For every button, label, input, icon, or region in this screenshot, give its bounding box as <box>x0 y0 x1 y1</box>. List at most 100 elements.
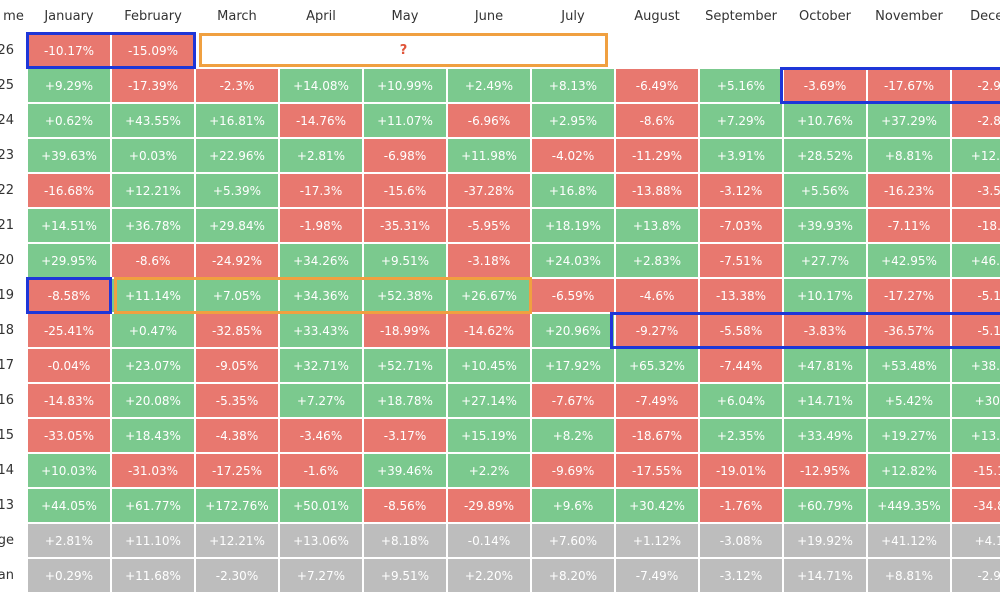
summary-cell: +7.27% <box>279 558 363 593</box>
summary-cell: +2.81% <box>27 523 111 558</box>
return-cell: +15.19% <box>447 418 531 453</box>
column-header: September <box>705 8 777 24</box>
return-cell: -37.28% <box>447 173 531 208</box>
return-cell: +3.91% <box>699 138 783 173</box>
return-cell: -3.17% <box>363 418 447 453</box>
return-cell: -5.15 <box>951 313 1000 348</box>
return-cell: -16.23% <box>867 173 951 208</box>
return-cell: +18.19% <box>531 208 615 243</box>
return-cell: -13.38% <box>699 278 783 313</box>
return-cell: +33.43% <box>279 313 363 348</box>
return-cell: -2.85 <box>951 103 1000 138</box>
row-label: 20 <box>0 253 14 268</box>
return-cell: +2.83% <box>615 243 699 278</box>
return-cell: +0.62% <box>27 103 111 138</box>
return-cell: -35.31% <box>363 208 447 243</box>
return-cell: -16.68% <box>27 173 111 208</box>
return-cell: -4.02% <box>531 138 615 173</box>
return-cell: -7.67% <box>531 383 615 418</box>
return-cell: +36.78% <box>111 208 195 243</box>
summary-cell: +8.18% <box>363 523 447 558</box>
return-cell: +2.95% <box>531 103 615 138</box>
row-label: dian <box>0 568 14 583</box>
return-cell: +29.95% <box>27 243 111 278</box>
return-cell: -5.95% <box>447 208 531 243</box>
return-cell: +52.38% <box>363 278 447 313</box>
row-label: rage <box>0 533 14 548</box>
row-label: 22 <box>0 183 14 198</box>
return-cell: +28.52% <box>783 138 867 173</box>
return-cell: +7.05% <box>195 278 279 313</box>
summary-cell: +9.51% <box>363 558 447 593</box>
return-cell: -9.05% <box>195 348 279 383</box>
return-cell: -33.05% <box>27 418 111 453</box>
summary-cell: -0.14% <box>447 523 531 558</box>
column-header: November <box>875 8 943 24</box>
return-cell: -3.46% <box>279 418 363 453</box>
return-cell: +0.03% <box>111 138 195 173</box>
return-cell: +7.29% <box>699 103 783 138</box>
return-cell: +29.84% <box>195 208 279 243</box>
return-cell: +12.82% <box>867 453 951 488</box>
summary-cell: +11.10% <box>111 523 195 558</box>
return-cell: +26.67% <box>447 278 531 313</box>
summary-cell: +4.16 <box>951 523 1000 558</box>
return-cell: +172.76% <box>195 488 279 523</box>
return-cell: -8.6% <box>615 103 699 138</box>
return-cell: +13.83 <box>951 418 1000 453</box>
summary-cell: +11.68% <box>111 558 195 593</box>
return-cell: +20.08% <box>111 383 195 418</box>
return-cell: +42.95% <box>867 243 951 278</box>
return-cell: +44.05% <box>27 488 111 523</box>
return-cell: +2.35% <box>699 418 783 453</box>
return-cell: +12.21% <box>111 173 195 208</box>
return-cell: -4.6% <box>615 278 699 313</box>
return-cell: -7.11% <box>867 208 951 243</box>
return-cell: -7.49% <box>615 383 699 418</box>
return-cell: -7.03% <box>699 208 783 243</box>
return-cell: +10.76% <box>783 103 867 138</box>
summary-cell: +8.20% <box>531 558 615 593</box>
return-cell: +50.01% <box>279 488 363 523</box>
return-cell: +7.27% <box>279 383 363 418</box>
return-cell: +6.04% <box>699 383 783 418</box>
row-label: 13 <box>0 498 14 513</box>
return-cell: -5.58% <box>699 313 783 348</box>
return-cell: +24.03% <box>531 243 615 278</box>
row-label: 26 <box>0 43 14 58</box>
column-header: me <box>3 8 24 24</box>
return-cell: +9.29% <box>27 68 111 103</box>
return-cell: -17.55% <box>615 453 699 488</box>
return-cell: -0.04% <box>27 348 111 383</box>
return-cell: +14.71% <box>783 383 867 418</box>
return-cell: +13.8% <box>615 208 699 243</box>
return-cell: +52.71% <box>363 348 447 383</box>
return-cell: +19.27% <box>867 418 951 453</box>
return-cell: -18.67% <box>615 418 699 453</box>
return-cell: +5.16% <box>699 68 783 103</box>
summary-cell: -3.12% <box>699 558 783 593</box>
return-cell: -15.09% <box>111 33 195 68</box>
return-cell: -8.56% <box>363 488 447 523</box>
return-cell: +17.92% <box>531 348 615 383</box>
column-header: May <box>391 8 419 24</box>
return-cell: -1.98% <box>279 208 363 243</box>
return-cell: +30.42% <box>615 488 699 523</box>
return-cell: -5.15 <box>951 278 1000 313</box>
return-cell: +5.39% <box>195 173 279 208</box>
summary-cell: +7.60% <box>531 523 615 558</box>
column-header: February <box>124 8 182 24</box>
return-cell: +37.29% <box>867 103 951 138</box>
return-cell: +30.8 <box>951 383 1000 418</box>
return-cell: +33.49% <box>783 418 867 453</box>
return-cell: -3.12% <box>699 173 783 208</box>
return-cell: -15.11 <box>951 453 1000 488</box>
summary-cell: -3.08% <box>699 523 783 558</box>
column-header: August <box>634 8 680 24</box>
return-cell: +0.47% <box>111 313 195 348</box>
row-label: 16 <box>0 393 14 408</box>
return-cell: -3.18% <box>447 243 531 278</box>
pending-months: ? <box>199 33 608 67</box>
return-cell: -9.27% <box>615 313 699 348</box>
summary-cell: -2.30% <box>195 558 279 593</box>
